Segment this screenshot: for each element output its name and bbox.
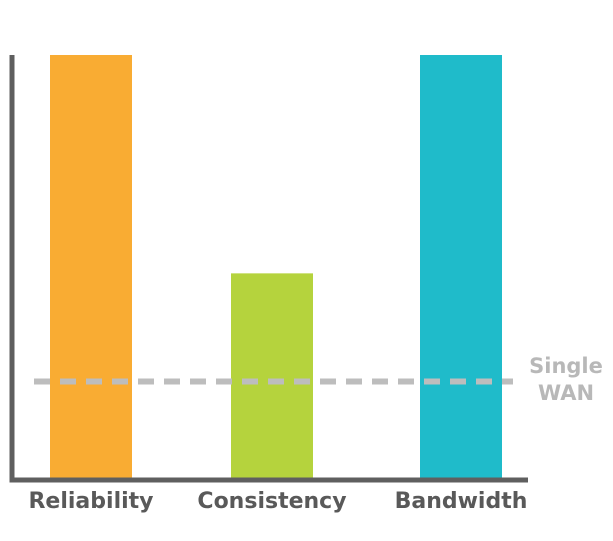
- bar-bandwidth: [420, 55, 502, 479]
- bar-reliability: [50, 55, 132, 479]
- x-tick-label-consistency: Consistency: [197, 489, 346, 514]
- axes-group: [9, 55, 528, 483]
- x-tick-label-reliability: Reliability: [28, 489, 153, 514]
- bar-consistency: [231, 273, 313, 479]
- reference-line-label: Single WAN: [529, 354, 603, 405]
- category-labels-group: Reliability Consistency Bandwidth: [28, 489, 527, 514]
- bars-group: [50, 55, 502, 479]
- x-tick-label-bandwidth: Bandwidth: [395, 489, 528, 514]
